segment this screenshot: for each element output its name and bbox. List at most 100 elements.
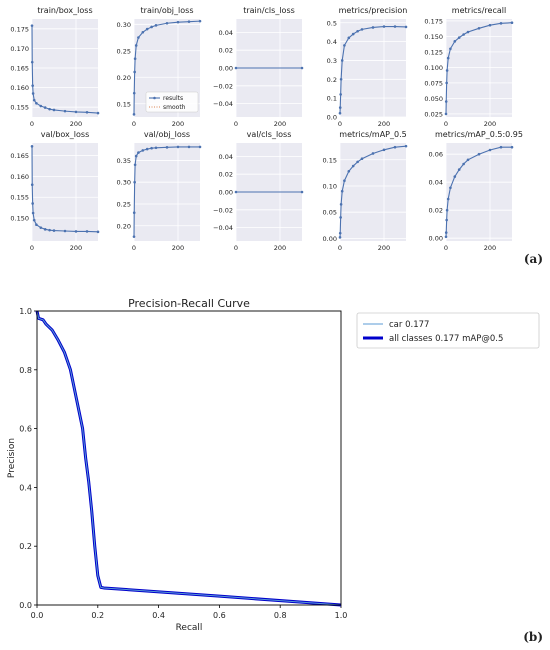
x-tick-label: 200 [70,244,82,252]
data-point [351,164,355,168]
data-point [382,25,386,28]
data-point [510,145,514,149]
data-point [371,152,375,155]
data-point [198,19,202,23]
data-point [234,190,238,194]
data-point [300,190,304,194]
data-point [444,235,448,239]
subplot-3: train/cls_loss −0.04 −0.02 0.00 0.02 0.04 0 200 [213,6,304,128]
data-point [48,228,51,232]
data-point [133,180,136,184]
data-point [35,223,38,227]
y-tick-label: 0.050 [424,95,443,103]
data-point [360,28,364,31]
x-tick-label: 0.4 [152,611,165,620]
data-point [338,111,342,115]
data-point [74,230,78,233]
data-point [154,24,158,27]
x-tick-label: 0 [444,120,448,128]
series-line [339,145,407,238]
plot-background [134,143,200,241]
panel-label-a: (a) [524,252,543,266]
plot-background [32,143,98,241]
data-point [393,145,397,149]
subplot-10: metrics/mAP_0.5:0.95 0.00 0.02 0.04 0.06 0 200 [429,130,523,252]
x-tick-label: 200 [378,244,390,252]
y-tick-label: 0.075 [424,79,443,87]
data-point [85,230,89,233]
data-point [165,146,169,149]
subplot-title: metrics/mAP_0.5 [339,130,406,139]
series-line [339,25,407,114]
series-line [445,146,512,237]
y-tick-label: 0.15 [323,156,337,164]
x-tick-label: 200 [484,244,496,252]
x-tick-label: 0 [132,120,136,128]
data-point [339,216,342,219]
data-point [445,218,448,222]
y-tick-label: 0.0 [327,114,337,122]
y-tick-label: 0.30 [117,179,131,187]
chart-title: Precision-Recall Curve [128,297,250,310]
subplot-title: metrics/mAP_0.5:0.95 [435,130,523,139]
data-point [343,44,346,47]
y-tick-label: 0.3 [327,57,337,65]
x-tick-label: 0 [338,120,342,128]
data-point [356,160,359,164]
pr-curve-chart: Precision-Recall Curve 0.0 0.2 0.4 0.6 0.8 1.0… [7,297,540,633]
legend-label-results: results [163,95,183,102]
x-tick-label: 0 [338,244,342,252]
legend-label-smooth: smooth [163,104,186,111]
data-point [132,235,136,238]
x-tick-label: 200 [378,120,390,128]
data-point [510,21,514,25]
data-point [499,145,503,149]
data-point [445,69,449,72]
data-point [31,84,34,87]
x-tick-label: 1.0 [335,611,348,620]
data-point [338,106,342,109]
data-point [351,32,355,36]
y-tick-label: 0.160 [10,84,29,92]
data-point [63,229,67,233]
y-tick-label: 0.02 [219,171,233,179]
plot-background [446,19,512,117]
data-point [477,152,481,156]
data-point [453,175,457,178]
y-tick-label: 0.06 [429,151,443,159]
y-tick-label: 0.4 [327,38,337,46]
data-point [43,106,47,109]
data-point [137,36,140,39]
data-point [449,186,452,190]
plot-background [446,143,512,241]
data-point [466,30,470,34]
series-line-all-classes [35,310,342,607]
data-point [132,113,136,116]
data-point [39,104,43,108]
legend-label-all-classes: all classes 0.177 mAP@0.5 [389,334,503,344]
data-point [446,197,450,201]
data-point [393,25,397,28]
data-point [234,66,238,70]
y-tick-label: 0.02 [219,47,233,55]
data-point [96,111,100,115]
subplot-title: train/cls_loss [243,6,295,15]
subplot-6: val/box_loss 0.150 0.155 0.160 0.165 0 200 [10,130,100,252]
x-tick-label: 200 [274,120,286,128]
subplot-title: val/cls_loss [247,130,292,139]
data-point [165,21,169,25]
data-point [132,91,136,95]
y-tick-label: 0.35 [117,157,131,165]
subplot-title: val/obj_loss [144,130,190,139]
x-tick-label: 200 [172,244,184,252]
y-tick-label: 0.170 [10,45,29,53]
x-tick-label: 0.2 [91,611,104,620]
data-point [96,230,100,234]
y-tick-label: 0.165 [10,65,29,73]
data-point [187,145,191,149]
y-tick-label: 0.04 [429,179,443,187]
data-point [343,179,346,183]
data-point [133,57,137,61]
data-point [141,149,145,152]
